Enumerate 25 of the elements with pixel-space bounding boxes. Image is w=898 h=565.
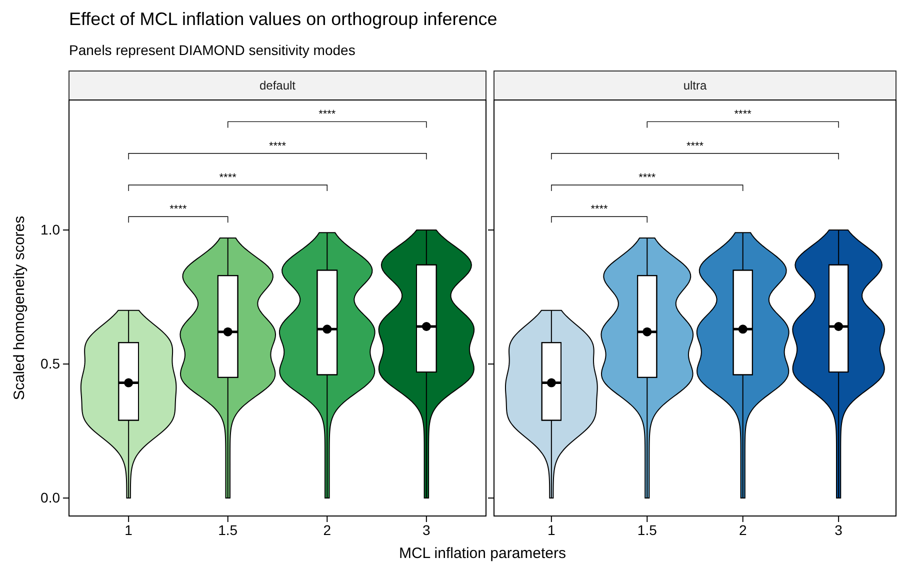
x-tick-label: 3 — [834, 522, 843, 538]
chart-title: Effect of MCL inflation values on orthogroup inference — [69, 9, 498, 29]
annotation: **** — [590, 204, 609, 216]
x-tick-label: 1 — [124, 522, 133, 538]
annotation: **** — [268, 140, 287, 152]
y-tick-label: 0.0 — [40, 490, 60, 506]
annotation: **** — [638, 172, 656, 184]
annotation: **** — [318, 108, 336, 121]
x-tick-label: 1.5 — [637, 522, 658, 538]
x-tick-label: 1.5 — [218, 522, 238, 538]
x-tick-label: 2 — [738, 522, 747, 538]
legend-title: default — [259, 78, 296, 92]
chart-subtitle: Panels represent DIAMOND sensitivity modes — [69, 42, 356, 58]
y-tick-label: 0.5 — [40, 356, 60, 372]
annotation: **** — [734, 108, 752, 121]
legend-title: ultra — [683, 78, 707, 92]
x-tick-label: 3 — [422, 522, 431, 538]
annotation: **** — [170, 204, 188, 216]
x-tick-label: 2 — [323, 522, 332, 538]
x-axis-title: MCL inflation parameters — [398, 545, 566, 562]
annotation: **** — [219, 172, 238, 184]
y-axis-title: Scaled homogeneity scores — [11, 216, 28, 400]
annotation: **** — [686, 140, 704, 152]
y-tick-label: 1.0 — [40, 221, 60, 238]
x-tick-label: 1 — [548, 522, 556, 538]
